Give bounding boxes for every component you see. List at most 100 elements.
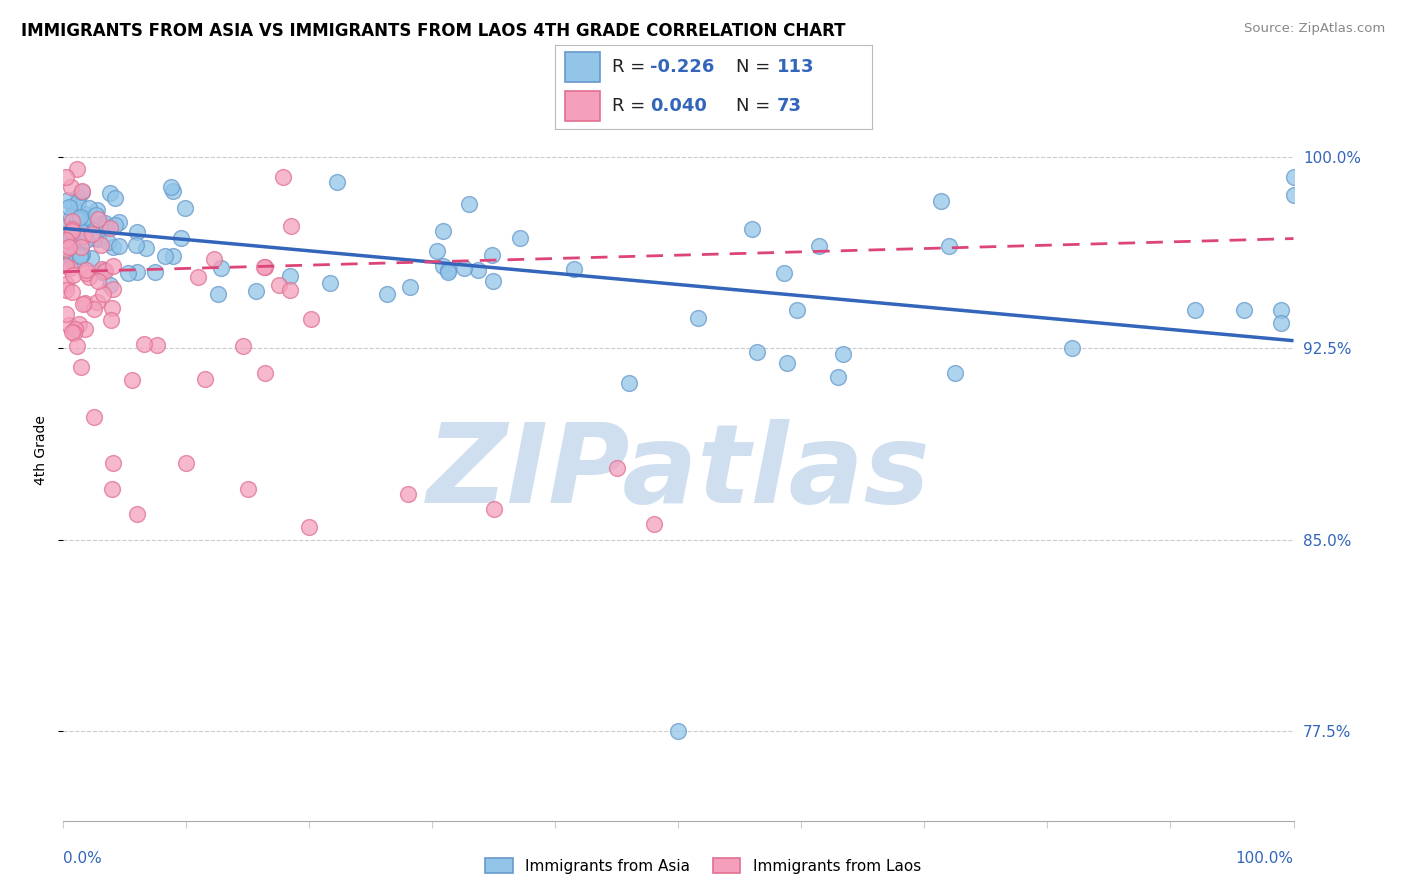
Point [280,219,302,234]
Point [437,265,460,279]
Point [127,225,149,239]
Point [100,313,122,327]
Point [776,356,799,370]
Point [59,231,82,245]
Point [73,207,96,221]
Point [187,269,209,284]
Point [72,211,94,226]
Point [125,265,148,279]
Point [94,216,117,230]
Point [1270,316,1292,330]
Point [127,508,148,522]
Point [73,211,96,225]
Point [827,370,849,384]
Point [104,191,127,205]
Point [70,240,93,254]
Point [145,265,167,279]
Point [1184,303,1206,318]
Point [87,275,110,289]
Point [232,339,254,353]
Point [59,179,82,194]
Point [67,317,90,331]
Text: N =: N = [735,58,776,76]
Point [101,482,124,496]
Point [929,194,952,208]
Point [108,214,131,228]
Text: 0.0%: 0.0% [63,851,103,866]
Point [55,260,77,274]
Point [94,263,117,277]
Point [63,219,86,234]
Point [55,229,77,244]
Point [70,185,93,199]
Point [59,261,82,276]
Point [101,456,124,470]
Point [69,210,91,224]
Point [162,249,184,263]
Point [91,222,114,236]
Point [453,260,475,275]
Point [60,224,83,238]
Point [98,186,121,201]
Point [202,252,225,267]
Point [399,279,422,293]
Point [55,234,77,248]
Point [79,201,101,215]
Point [786,303,808,318]
Point [91,287,114,301]
Point [375,286,398,301]
Point [76,211,98,226]
Point [59,251,82,265]
Point [60,213,83,227]
Point [108,239,131,253]
Point [254,260,277,274]
Point [98,221,121,235]
Point [62,199,84,213]
Text: R =: R = [613,97,651,115]
Point [1270,303,1292,318]
Point [62,268,84,283]
Point [70,184,93,198]
Point [80,251,103,265]
Point [1282,170,1305,185]
Legend: Immigrants from Asia, Immigrants from Laos: Immigrants from Asia, Immigrants from La… [479,852,927,880]
Point [299,312,322,326]
Point [617,376,640,390]
Text: N =: N = [735,97,776,115]
Point [245,284,267,298]
Point [432,260,454,274]
Point [69,248,91,262]
Point [66,339,89,353]
Point [86,202,108,217]
Point [58,240,80,254]
Point [69,249,91,263]
Point [75,266,97,280]
Point [91,262,114,277]
Point [153,249,176,263]
Point [101,282,124,296]
Text: -0.226: -0.226 [650,58,714,76]
Point [55,235,77,249]
Point [209,261,232,276]
Point [426,244,449,258]
Point [194,372,217,386]
Point [643,517,665,532]
Point [60,210,83,224]
Point [831,346,853,360]
Y-axis label: 4th Grade: 4th Grade [34,416,48,485]
Point [121,373,143,387]
Point [62,247,84,261]
Point [75,233,97,247]
Point [66,161,89,176]
FancyBboxPatch shape [565,53,599,82]
Point [174,201,197,215]
Point [55,277,77,292]
Point [606,461,628,475]
Point [58,318,80,332]
Text: IMMIGRANTS FROM ASIA VS IMMIGRANTS FROM LAOS 4TH GRADE CORRELATION CHART: IMMIGRANTS FROM ASIA VS IMMIGRANTS FROM … [21,22,845,40]
Point [93,263,115,277]
Point [269,278,291,293]
Text: 73: 73 [778,97,801,115]
Text: 113: 113 [778,58,814,76]
Point [66,194,89,209]
